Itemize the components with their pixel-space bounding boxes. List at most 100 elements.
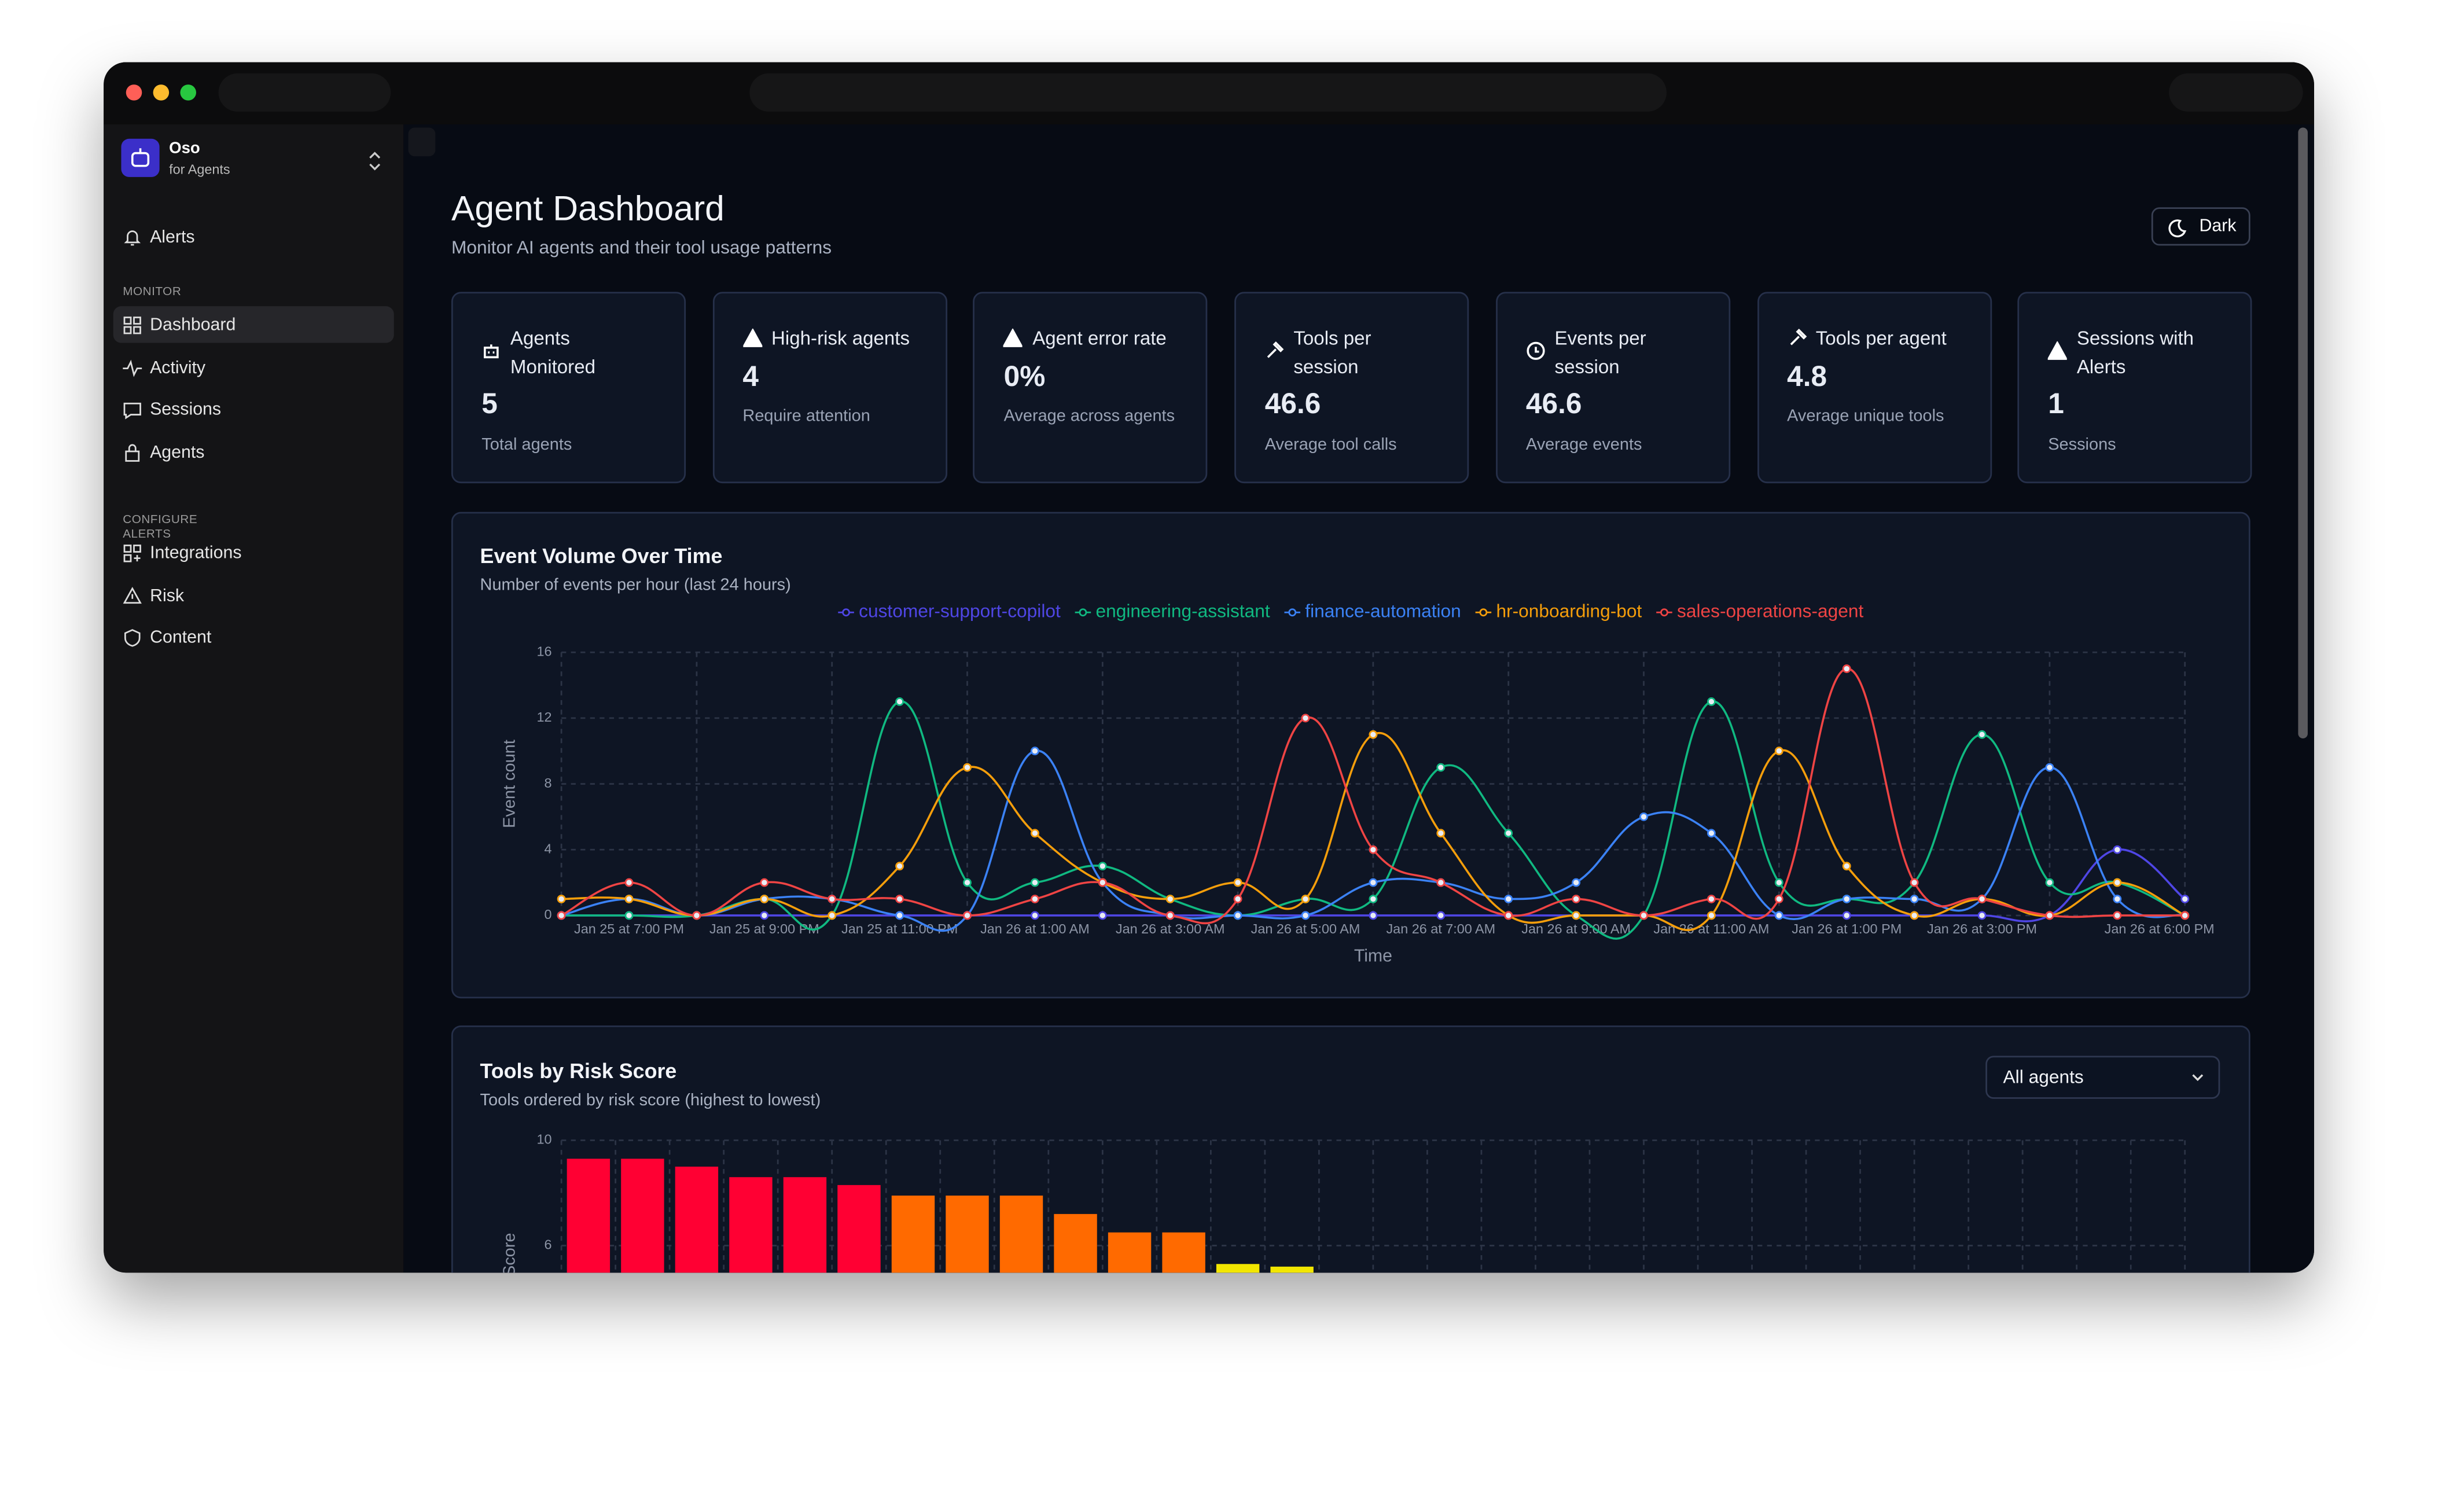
app-subtitle: for Agents	[169, 161, 230, 177]
stat-note: Average tool calls	[1264, 435, 1397, 454]
stat-card: Tools per session 46.6 Average tool calls	[1234, 292, 1469, 484]
stat-body: Agents Monitored 5 Total agents	[481, 325, 657, 459]
nav-item[interactable]: Alerts	[113, 219, 394, 255]
nav-item[interactable]: Agents	[113, 433, 394, 469]
bar	[1270, 1266, 1314, 1273]
legend-item[interactable]: finance-automation	[1284, 601, 1461, 622]
bar	[946, 1196, 989, 1273]
icon-shape	[123, 359, 142, 377]
stat-icon	[484, 344, 499, 359]
legend-label: engineering-assistant	[1095, 601, 1270, 622]
data-point	[2113, 895, 2122, 903]
y-tick-label: 10	[537, 1132, 552, 1147]
icon-shape	[124, 629, 141, 647]
legend-marker	[842, 608, 850, 617]
stat-icon	[1526, 341, 1545, 360]
nav-item[interactable]: Dashboard	[113, 306, 394, 343]
data-point	[1774, 911, 1783, 920]
data-point	[1369, 895, 1378, 903]
stat-note: Total agents	[481, 435, 572, 454]
legend-item[interactable]: hr-onboarding-bot	[1475, 601, 1642, 622]
stat-value: 4.8	[1787, 359, 1827, 392]
bar	[891, 1196, 935, 1273]
icon-shape	[123, 317, 141, 334]
legend-marker	[1660, 608, 1668, 617]
close-button[interactable]	[126, 84, 142, 101]
data-point	[692, 911, 701, 920]
data-point	[1707, 911, 1716, 920]
data-point	[1639, 911, 1648, 920]
data-point	[557, 895, 566, 903]
data-point	[1842, 895, 1851, 903]
nav-label: Content	[150, 628, 212, 648]
nav-label: Activity	[150, 358, 206, 377]
toolbar-pill	[2169, 73, 2303, 112]
data-point	[895, 697, 904, 706]
data-point	[1910, 911, 1919, 920]
legend-label: hr-onboarding-bot	[1496, 601, 1642, 622]
data-point	[1977, 730, 1987, 739]
stat-label: Agents Monitored	[510, 326, 596, 377]
nav-item[interactable]: Activity	[113, 348, 394, 385]
stat-label: Tools per session	[1293, 326, 1371, 377]
legend-marker	[1079, 608, 1087, 617]
nav-item[interactable]: Risk	[113, 576, 394, 613]
data-point	[1707, 829, 1716, 838]
data-point	[1707, 697, 1716, 706]
icon-shape	[125, 443, 140, 461]
x-tick-label: Jan 26 at 7:00 AM	[1386, 921, 1495, 936]
data-point	[1436, 829, 1446, 838]
nav-item[interactable]: Sessions	[113, 391, 394, 427]
stat-label: Agent error rate	[1032, 326, 1167, 350]
bar	[999, 1196, 1043, 1273]
data-point	[828, 895, 837, 903]
bar	[567, 1159, 611, 1273]
icon-shape	[123, 402, 141, 420]
moon-icon	[2168, 219, 2187, 238]
nav-icon	[123, 402, 141, 420]
filter-label: All agents	[2003, 1068, 2084, 1088]
icon-shape	[123, 545, 141, 562]
bar	[1054, 1214, 1097, 1273]
legend-label: sales-operations-agent	[1677, 601, 1864, 622]
nav-label: Risk	[150, 586, 185, 605]
nav-item[interactable]: Integrations	[113, 534, 394, 571]
data-point	[1369, 878, 1378, 887]
stat-body: Tools per session 46.6 Average tool calls	[1265, 325, 1440, 459]
x-tick-label: Jan 26 at 6:00 PM	[2105, 921, 2215, 936]
bar	[621, 1159, 664, 1273]
icon-shape	[1526, 341, 1545, 360]
chart-title: Event Volume Over Time	[480, 543, 723, 568]
data-point	[1098, 878, 1107, 887]
data-point	[1436, 911, 1446, 920]
data-point	[1774, 895, 1783, 903]
toolbar-pill	[218, 73, 391, 112]
sidebar-toggle[interactable]	[408, 127, 436, 157]
y-axis-label: Score	[501, 1233, 519, 1277]
scrollbar[interactable]	[2298, 127, 2308, 739]
data-point	[1233, 878, 1242, 887]
icon-shape	[742, 328, 762, 347]
charts: 0 4 8 12 16 Jan 25 at 7:00 PM Jan 25 at 9:00 P…	[501, 601, 2215, 1277]
legend-item[interactable]: customer-support-copilot	[838, 601, 1061, 622]
nav-item[interactable]: Content	[113, 619, 394, 655]
stat-value: 4	[742, 359, 759, 392]
x-tick-label: Jan 25 at 7:00 PM	[574, 921, 684, 936]
stat-body: Events per session 46.6 Average events	[1526, 325, 1701, 459]
legend-label: finance-automation	[1305, 601, 1461, 622]
workspace-switcher[interactable]	[365, 150, 384, 172]
x-axis-label: Time	[1354, 947, 1392, 966]
agent-filter[interactable]: All agents	[1985, 1056, 2220, 1099]
stat-icon	[742, 328, 762, 347]
zoom-button[interactable]	[180, 84, 196, 101]
address-bar[interactable]	[749, 73, 1667, 112]
legend-item[interactable]: engineering-assistant	[1075, 601, 1270, 622]
data-point	[1233, 911, 1242, 920]
legend-item[interactable]: sales-operations-agent	[1656, 601, 1864, 622]
x-tick-label: Jan 26 at 3:00 PM	[1927, 921, 2037, 936]
app-logo	[121, 138, 160, 177]
theme-toggle[interactable]: Dark	[2151, 207, 2250, 246]
title-bar	[104, 62, 2314, 124]
data-point	[1842, 862, 1851, 871]
minimize-button[interactable]	[153, 84, 170, 101]
